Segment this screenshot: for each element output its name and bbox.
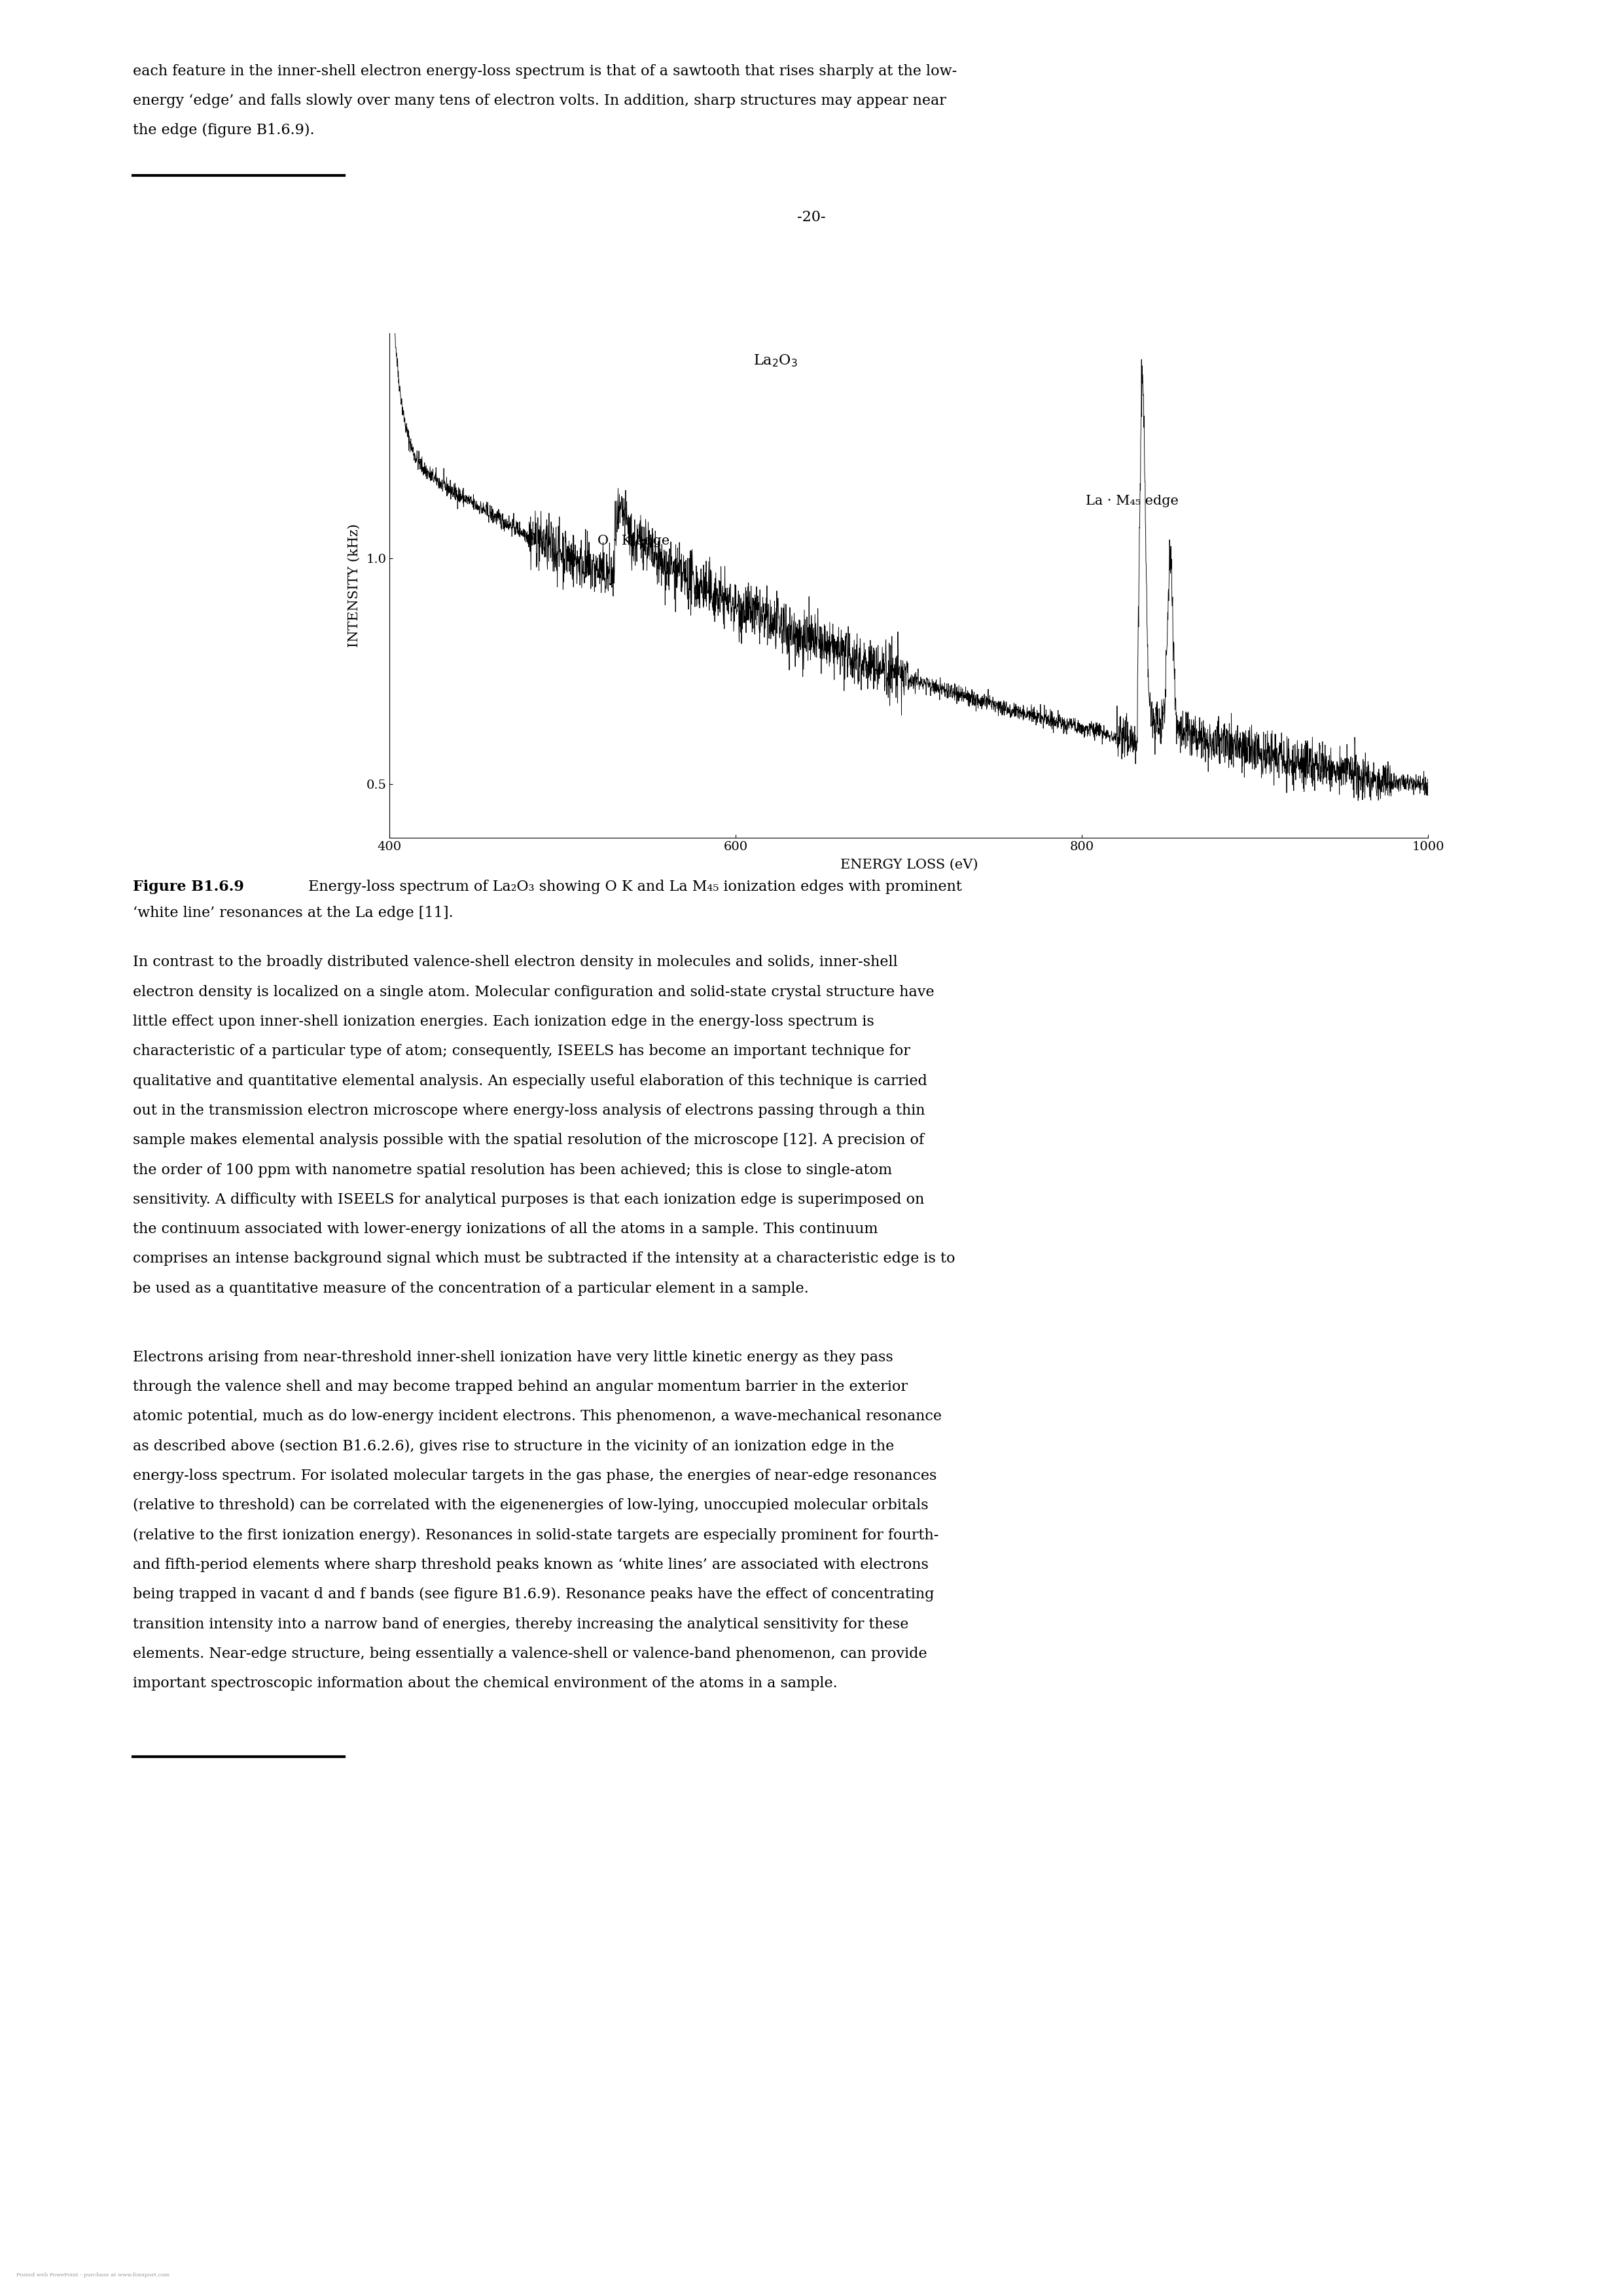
Text: energy-loss spectrum. For isolated molecular targets in the gas phase, the energ: energy-loss spectrum. For isolated molec… — [133, 1469, 936, 1483]
Text: the edge (figure B1.6.9).: the edge (figure B1.6.9). — [133, 124, 315, 138]
Text: comprises an intense background signal which must be subtracted if the intensity: comprises an intense background signal w… — [133, 1251, 956, 1265]
Text: Figure B1.6.9: Figure B1.6.9 — [133, 879, 243, 893]
Text: little effect upon inner-shell ionization energies. Each ionization edge in the : little effect upon inner-shell ionizatio… — [133, 1015, 875, 1029]
Text: being trapped in vacant d and f bands (see figure B1.6.9). Resonance peaks have : being trapped in vacant d and f bands (s… — [133, 1587, 935, 1603]
Text: Posted web PowePoint - purchase at www.fonxport.com: Posted web PowePoint - purchase at www.f… — [16, 2273, 169, 2278]
Text: electron density is localized on a single atom. Molecular configuration and soli: electron density is localized on a singl… — [133, 985, 935, 999]
Text: (relative to threshold) can be correlated with the eigenenergies of low-lying, u: (relative to threshold) can be correlate… — [133, 1499, 928, 1513]
Text: out in the transmission electron microscope where energy-loss analysis of electr: out in the transmission electron microsc… — [133, 1104, 925, 1118]
Text: important spectroscopic information about the chemical environment of the atoms : important spectroscopic information abou… — [133, 1676, 837, 1690]
Text: sample makes elemental analysis possible with the spatial resolution of the micr: sample makes elemental analysis possible… — [133, 1134, 925, 1148]
Text: the continuum associated with lower-energy ionizations of all the atoms in a sam: the continuum associated with lower-ener… — [133, 1221, 878, 1238]
X-axis label: ENERGY LOSS (eV): ENERGY LOSS (eV) — [841, 859, 977, 870]
Text: be used as a quantitative measure of the concentration of a particular element i: be used as a quantitative measure of the… — [133, 1281, 808, 1295]
Text: the order of 100 ppm with nanometre spatial resolution has been achieved; this i: the order of 100 ppm with nanometre spat… — [133, 1162, 893, 1178]
Y-axis label: INTENSITY (kHz): INTENSITY (kHz) — [349, 523, 360, 647]
Text: characteristic of a particular type of atom; consequently, ISEELS has become an : characteristic of a particular type of a… — [133, 1045, 911, 1058]
Text: elements. Near-edge structure, being essentially a valence-shell or valence-band: elements. Near-edge structure, being ess… — [133, 1646, 927, 1660]
Text: transition intensity into a narrow band of energies, thereby increasing the anal: transition intensity into a narrow band … — [133, 1616, 909, 1632]
Text: O · K edge: O · K edge — [597, 535, 669, 546]
Text: -20-: -20- — [797, 209, 826, 225]
Text: Electrons arising from near-threshold inner-shell ionization have very little ki: Electrons arising from near-threshold in… — [133, 1350, 893, 1364]
Text: through the valence shell and may become trapped behind an angular momentum barr: through the valence shell and may become… — [133, 1380, 907, 1394]
Text: La$_2$O$_3$: La$_2$O$_3$ — [753, 354, 797, 370]
Text: qualitative and quantitative elemental analysis. An especially useful elaboratio: qualitative and quantitative elemental a… — [133, 1075, 927, 1088]
Text: In contrast to the broadly distributed valence-shell electron density in molecul: In contrast to the broadly distributed v… — [133, 955, 898, 969]
Text: ‘white line’ resonances at the La edge [11].: ‘white line’ resonances at the La edge [… — [133, 905, 453, 921]
Text: Energy-loss spectrum of La₂O₃ showing O K and La M₄₅ ionization edges with promi: Energy-loss spectrum of La₂O₃ showing O … — [304, 879, 962, 893]
Text: (relative to the first ionization energy). Resonances in solid-state targets are: (relative to the first ionization energy… — [133, 1529, 940, 1543]
Text: atomic potential, much as do low-energy incident electrons. This phenomenon, a w: atomic potential, much as do low-energy … — [133, 1410, 941, 1424]
Text: as described above (section B1.6.2.6), gives rise to structure in the vicinity o: as described above (section B1.6.2.6), g… — [133, 1440, 894, 1453]
Text: and fifth-period elements where sharp threshold peaks known as ‘white lines’ are: and fifth-period elements where sharp th… — [133, 1557, 928, 1573]
Text: energy ‘edge’ and falls slowly over many tens of electron volts. In addition, sh: energy ‘edge’ and falls slowly over many… — [133, 94, 946, 108]
Text: sensitivity. A difficulty with ISEELS for analytical purposes is that each ioniz: sensitivity. A difficulty with ISEELS fo… — [133, 1192, 925, 1208]
Text: La · M₄₅ edge: La · M₄₅ edge — [1086, 494, 1178, 507]
Text: each feature in the inner-shell electron energy-loss spectrum is that of a sawto: each feature in the inner-shell electron… — [133, 64, 958, 78]
